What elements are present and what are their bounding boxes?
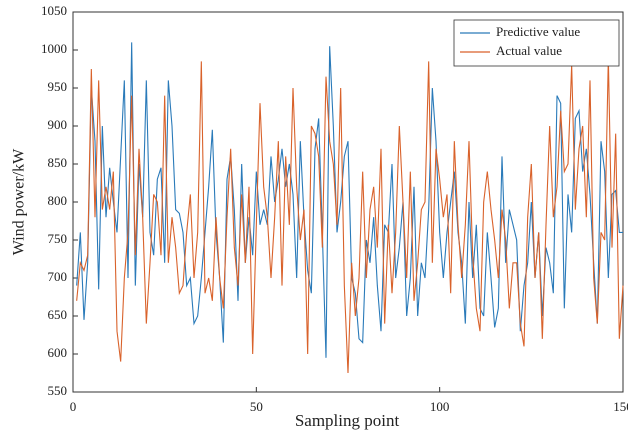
x-tick-label: 150: [613, 399, 628, 414]
y-tick-label: 550: [48, 383, 68, 398]
y-tick-label: 800: [48, 193, 68, 208]
line-series: [76, 42, 623, 358]
line-series: [76, 57, 624, 374]
legend-label: Actual value: [496, 43, 562, 58]
y-tick-label: 650: [48, 307, 68, 322]
plot-frame: [72, 11, 624, 393]
y-tick-label: 1000: [41, 41, 67, 56]
x-tick-label: 50: [250, 399, 263, 414]
legend-label: Predictive value: [496, 24, 580, 39]
y-axis-label: Wind power/kW: [11, 148, 28, 255]
y-tick-label: 950: [48, 79, 68, 94]
y-tick-label: 850: [48, 155, 68, 170]
x-axis-label: Sampling point: [295, 411, 400, 430]
y-tick-label: 700: [48, 269, 68, 284]
x-tick-label: 0: [70, 399, 77, 414]
y-tick-label: 750: [48, 231, 68, 246]
legend-box: [453, 19, 620, 67]
y-tick-label: 900: [48, 117, 68, 132]
y-tick-label: 1050: [41, 3, 67, 18]
y-tick-label: 600: [48, 345, 68, 360]
x-tick-label: 100: [430, 399, 450, 414]
